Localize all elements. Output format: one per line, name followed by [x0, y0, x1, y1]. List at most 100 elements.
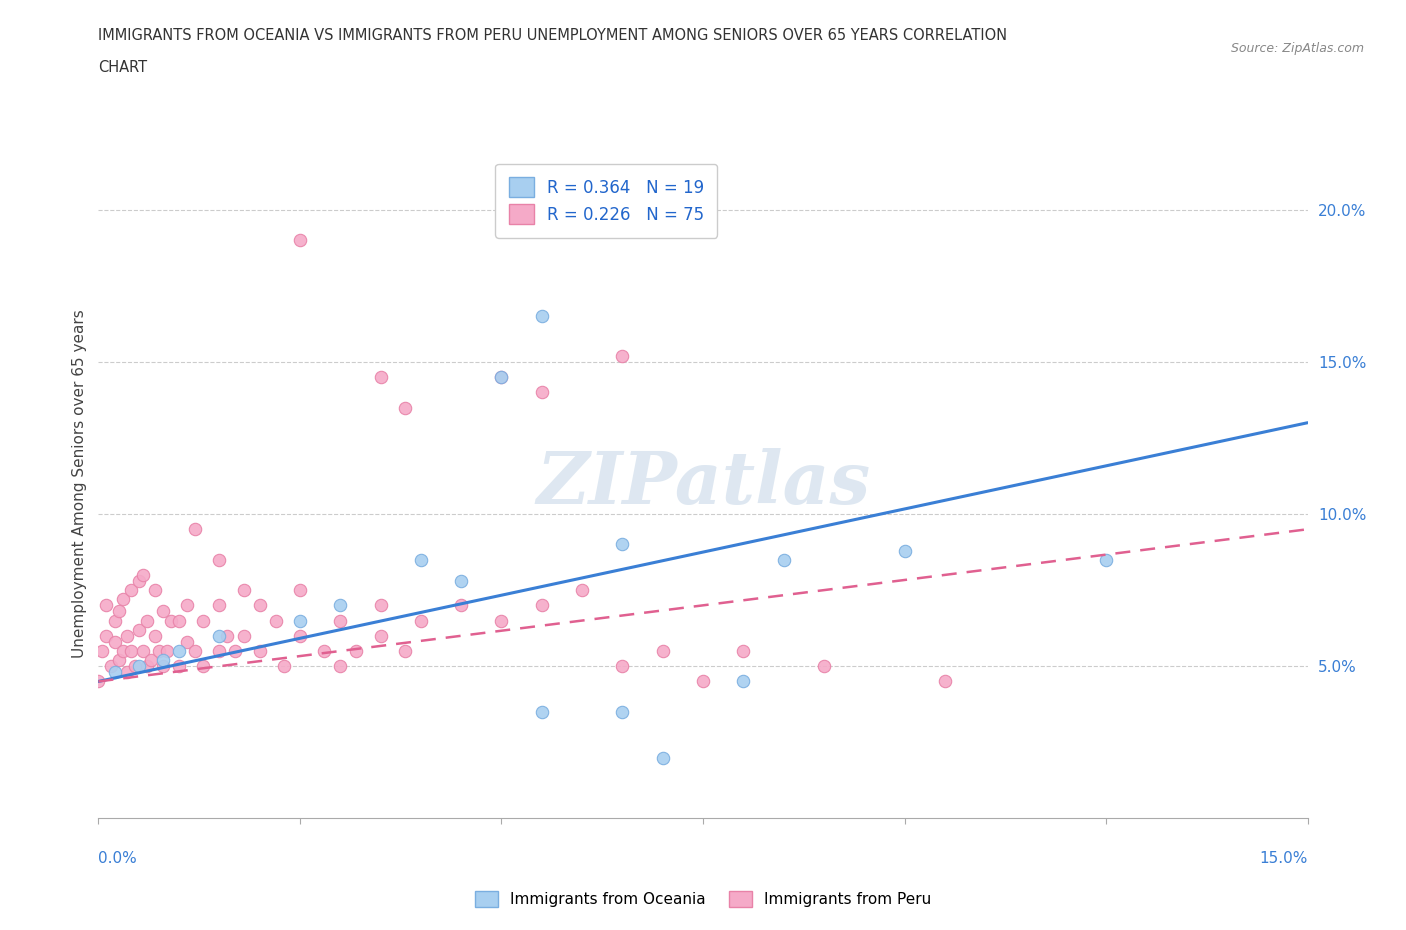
Point — [135, 658, 157, 673]
Point — [651, 644, 673, 658]
Point — [409, 552, 432, 567]
Point — [111, 591, 134, 606]
Point — [288, 629, 311, 644]
Point — [167, 613, 190, 628]
Point — [530, 309, 553, 324]
Point — [409, 613, 432, 628]
Point — [100, 658, 122, 673]
Point — [152, 658, 174, 673]
Point — [612, 704, 634, 719]
Point — [232, 629, 254, 644]
Text: 15.0%: 15.0% — [1260, 851, 1308, 866]
Point — [491, 613, 513, 628]
Point — [692, 674, 714, 689]
Point — [934, 674, 956, 689]
Point — [103, 634, 125, 649]
Point — [232, 583, 254, 598]
Point — [208, 629, 231, 644]
Point — [176, 634, 198, 649]
Point — [612, 349, 634, 364]
Point — [143, 583, 166, 598]
Point — [491, 369, 513, 384]
Point — [264, 613, 287, 628]
Point — [167, 644, 190, 658]
Point — [273, 658, 295, 673]
Point — [128, 658, 150, 673]
Point — [249, 644, 271, 658]
Point — [491, 369, 513, 384]
Point — [394, 644, 416, 658]
Point — [128, 574, 150, 589]
Point — [115, 665, 138, 680]
Point — [107, 604, 129, 618]
Point — [733, 674, 755, 689]
Point — [288, 583, 311, 598]
Text: 0.0%: 0.0% — [98, 851, 138, 866]
Point — [128, 622, 150, 637]
Point — [96, 629, 118, 644]
Point — [132, 644, 155, 658]
Point — [132, 567, 155, 582]
Point — [120, 583, 142, 598]
Point — [160, 613, 183, 628]
Point — [651, 751, 673, 765]
Point — [571, 583, 593, 598]
Point — [314, 644, 336, 658]
Point — [530, 598, 553, 613]
Point — [450, 574, 472, 589]
Point — [612, 658, 634, 673]
Point — [156, 644, 179, 658]
Point — [152, 604, 174, 618]
Point — [124, 658, 146, 673]
Point — [813, 658, 835, 673]
Point — [208, 552, 231, 567]
Point — [152, 653, 174, 668]
Point — [193, 658, 215, 673]
Point — [394, 400, 416, 415]
Point — [148, 644, 170, 658]
Point — [135, 613, 157, 628]
Point — [208, 644, 231, 658]
Legend: Immigrants from Oceania, Immigrants from Peru: Immigrants from Oceania, Immigrants from… — [468, 884, 938, 913]
Point — [530, 704, 553, 719]
Point — [87, 674, 110, 689]
Point — [1095, 552, 1118, 567]
Point — [103, 665, 125, 680]
Point — [107, 653, 129, 668]
Point — [111, 644, 134, 658]
Point — [249, 598, 271, 613]
Point — [208, 598, 231, 613]
Text: IMMIGRANTS FROM OCEANIA VS IMMIGRANTS FROM PERU UNEMPLOYMENT AMONG SENIORS OVER : IMMIGRANTS FROM OCEANIA VS IMMIGRANTS FR… — [98, 28, 1008, 43]
Point — [288, 613, 311, 628]
Text: CHART: CHART — [98, 60, 148, 75]
Y-axis label: Unemployment Among Seniors over 65 years: Unemployment Among Seniors over 65 years — [72, 310, 87, 658]
Point — [176, 598, 198, 613]
Point — [167, 658, 190, 673]
Point — [772, 552, 794, 567]
Point — [139, 653, 162, 668]
Text: Source: ZipAtlas.com: Source: ZipAtlas.com — [1230, 42, 1364, 55]
Point — [329, 613, 352, 628]
Point — [450, 598, 472, 613]
Point — [733, 644, 755, 658]
Point — [530, 385, 553, 400]
Point — [115, 629, 138, 644]
Point — [91, 644, 114, 658]
Point — [344, 644, 367, 658]
Point — [612, 537, 634, 551]
Point — [288, 232, 311, 247]
Legend: R = 0.364   N = 19, R = 0.226   N = 75: R = 0.364 N = 19, R = 0.226 N = 75 — [495, 164, 717, 238]
Point — [103, 613, 125, 628]
Point — [224, 644, 246, 658]
Point — [143, 629, 166, 644]
Point — [193, 613, 215, 628]
Point — [96, 598, 118, 613]
Point — [329, 598, 352, 613]
Point — [370, 369, 392, 384]
Point — [370, 629, 392, 644]
Text: ZIPatlas: ZIPatlas — [536, 448, 870, 519]
Point — [893, 543, 915, 558]
Point — [217, 629, 239, 644]
Point — [184, 644, 207, 658]
Point — [184, 522, 207, 537]
